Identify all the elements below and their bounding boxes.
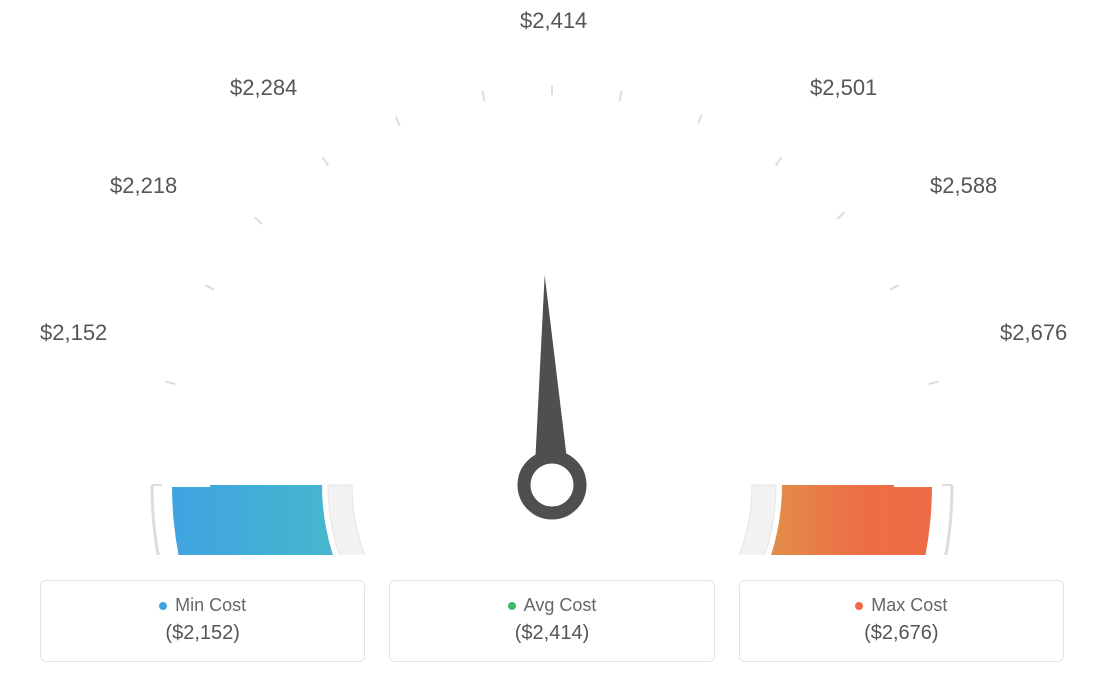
- gauge-area: $2,152 $2,218 $2,284 $2,414 $2,501 $2,58…: [0, 0, 1104, 560]
- min-cost-card: Min Cost ($2,152): [40, 580, 365, 662]
- summary-cards: Min Cost ($2,152) Avg Cost ($2,414) Max …: [40, 580, 1064, 662]
- max-cost-label: Max Cost: [871, 595, 947, 616]
- circle-icon: [855, 602, 863, 610]
- tick-label-4: $2,501: [810, 75, 877, 101]
- tick-label-5: $2,588: [930, 173, 997, 199]
- tick-label-2: $2,284: [230, 75, 297, 101]
- avg-cost-value: ($2,414): [410, 622, 693, 645]
- max-cost-card: Max Cost ($2,676): [739, 580, 1064, 662]
- avg-cost-title: Avg Cost: [508, 595, 597, 616]
- gauge-chart-container: $2,152 $2,218 $2,284 $2,414 $2,501 $2,58…: [0, 0, 1104, 690]
- min-cost-title: Min Cost: [159, 595, 246, 616]
- min-cost-label: Min Cost: [175, 595, 246, 616]
- tick-label-0: $2,152: [40, 320, 107, 346]
- circle-icon: [159, 602, 167, 610]
- max-cost-title: Max Cost: [855, 595, 947, 616]
- min-cost-value: ($2,152): [61, 622, 344, 645]
- tick-label-6: $2,676: [1000, 320, 1067, 346]
- avg-cost-label: Avg Cost: [524, 595, 597, 616]
- circle-icon: [508, 602, 516, 610]
- avg-cost-card: Avg Cost ($2,414): [389, 580, 714, 662]
- tick-label-3: $2,414: [520, 8, 587, 34]
- max-cost-value: ($2,676): [760, 622, 1043, 645]
- tick-label-1: $2,218: [110, 173, 177, 199]
